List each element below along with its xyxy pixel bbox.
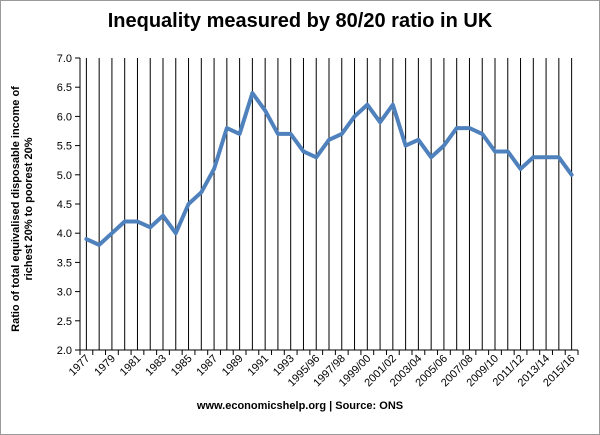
data-point [429, 155, 433, 159]
data-point [110, 231, 114, 235]
data-point [225, 126, 229, 130]
data-point [250, 91, 254, 95]
data-point [161, 214, 165, 218]
source-note: www.economicshelp.org | Source: ONS [196, 400, 404, 412]
y-tick-label: 4.0 [57, 228, 72, 240]
data-point [519, 167, 523, 171]
data-point [84, 237, 88, 241]
y-tick-label: 5.0 [57, 170, 72, 182]
y-tick-label: 2.5 [57, 316, 72, 328]
data-point [199, 190, 203, 194]
data-point [289, 132, 293, 136]
data-point [314, 155, 318, 159]
data-point [467, 126, 471, 130]
data-point [404, 144, 408, 148]
y-tick-label: 7.0 [57, 53, 72, 65]
x-tick-label: 1985 [169, 353, 195, 379]
y-tick-label: 3.0 [57, 287, 72, 299]
x-tick-label: 1979 [92, 353, 118, 379]
data-point [174, 231, 178, 235]
data-point [480, 132, 484, 136]
data-point [570, 173, 574, 177]
data-point [416, 138, 420, 142]
data-point [97, 243, 101, 247]
x-tick-label: 1991 [245, 353, 271, 379]
data-point [455, 126, 459, 130]
data-point [301, 149, 305, 153]
chart-title: Inequality measured by 80/20 ratio in UK [107, 10, 493, 32]
data-point [276, 132, 280, 136]
y-tick-label: 6.5 [57, 82, 72, 94]
x-tick-label: 1983 [143, 353, 169, 379]
data-point [340, 132, 344, 136]
x-tick-label: 1981 [118, 353, 144, 379]
y-tick-label: 6.0 [57, 111, 72, 123]
data-point [238, 132, 242, 136]
data-point [442, 144, 446, 148]
x-tick-label: 1987 [194, 353, 220, 379]
data-point [365, 103, 369, 107]
y-tick-label: 4.5 [57, 199, 72, 211]
data-point [506, 149, 510, 153]
data-point [148, 225, 152, 229]
y-tick-label: 2.0 [57, 345, 72, 357]
x-tick-label: 1989 [220, 353, 246, 379]
y-tick-label: 3.5 [57, 257, 72, 269]
data-point [327, 138, 331, 142]
data-point [135, 220, 139, 224]
data-point [544, 155, 548, 159]
data-point [493, 149, 497, 153]
y-tick-label: 5.5 [57, 141, 72, 153]
data-point [187, 202, 191, 206]
data-point [531, 155, 535, 159]
data-point [378, 120, 382, 124]
data-point [263, 109, 267, 113]
data-point [123, 220, 127, 224]
data-point [391, 103, 395, 107]
data-point [557, 155, 561, 159]
data-point [212, 167, 216, 171]
data-point [353, 114, 357, 118]
